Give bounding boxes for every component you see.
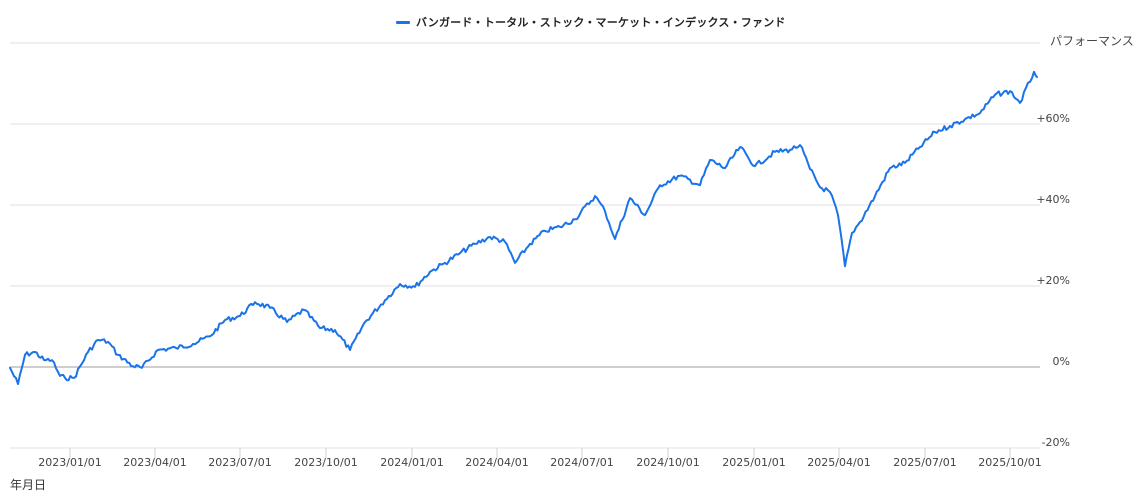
x-tick-label: 2023/04/01	[123, 456, 187, 469]
x-tick-label: 2025/01/01	[722, 456, 786, 469]
x-tick-label: 2024/01/01	[380, 456, 444, 469]
x-tick-label: 2025/04/01	[807, 456, 871, 469]
legend-label: バンガード・トータル・ストック・マーケット・インデックス・ファンド	[416, 16, 786, 29]
series-line[interactable]	[9, 70, 1038, 385]
x-tick-label: 2023/10/01	[294, 456, 358, 469]
y-tick-label: +20%	[1036, 274, 1070, 287]
gridlines	[10, 42, 1040, 449]
y-tick-label: -20%	[1041, 436, 1070, 449]
x-tick-label: 2023/01/01	[38, 456, 102, 469]
y-tick-label: +60%	[1036, 112, 1070, 125]
legend-swatch-icon	[396, 20, 410, 24]
y-tick-label: 0%	[1052, 355, 1070, 368]
x-tick-label: 2024/04/01	[465, 456, 529, 469]
y-tick-label: +40%	[1036, 193, 1070, 206]
legend[interactable]: バンガード・トータル・ストック・マーケット・インデックス・ファンド	[396, 12, 786, 32]
x-tick-label: 2025/07/01	[893, 456, 957, 469]
x-tick-label: 2023/07/01	[208, 456, 272, 469]
x-tick-label: 2024/07/01	[550, 456, 614, 469]
x-tick-marks	[69, 448, 1011, 458]
x-tick-label: 2024/10/01	[636, 456, 700, 469]
x-tick-label: 2025/10/01	[978, 456, 1042, 469]
y-axis-title: パフォーマンス	[1050, 34, 1134, 48]
x-axis-title: 年月日	[10, 478, 47, 492]
